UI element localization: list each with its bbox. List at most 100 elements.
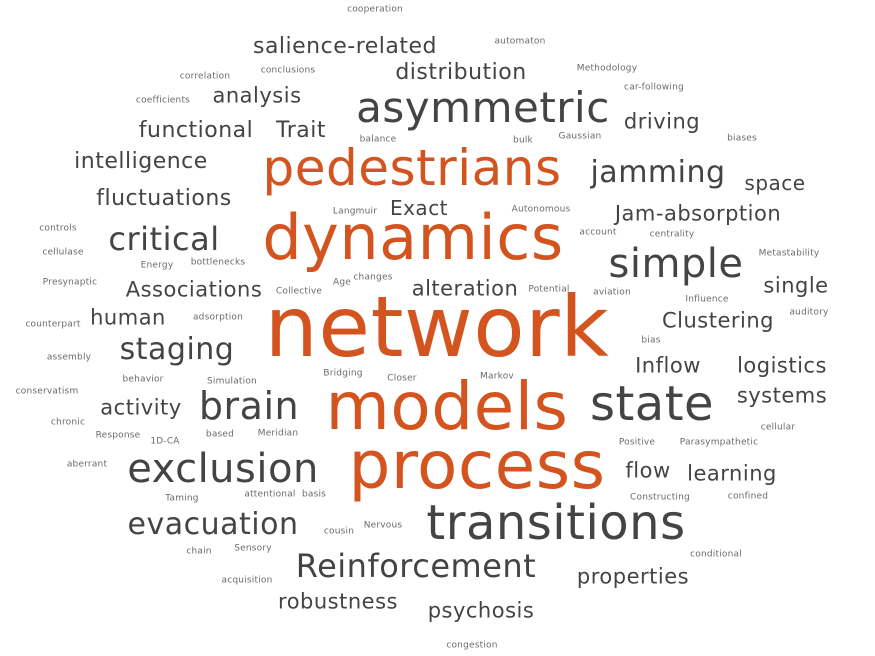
word-automaton: automaton — [494, 36, 546, 47]
word-robustness: robustness — [278, 589, 398, 614]
word-methodology: Methodology — [576, 63, 638, 74]
word-inflow: Inflow — [635, 353, 701, 378]
word-assembly: assembly — [46, 352, 92, 363]
word-response: Response — [95, 430, 141, 441]
word-positive: Positive — [618, 437, 656, 448]
word-constructing: Constructing — [630, 492, 690, 503]
word-attentional: attentional — [244, 489, 296, 500]
word-pedestrians: pedestrians — [262, 139, 562, 197]
word-biases: biases — [727, 133, 757, 144]
word-simple: simple — [608, 241, 744, 287]
word-acquisition: acquisition — [221, 575, 273, 586]
word-presynaptic: Presynaptic — [42, 277, 98, 288]
word-jamming: jamming — [590, 155, 726, 190]
word-metastability: Metastability — [758, 248, 820, 259]
word-cellular: cellular — [760, 422, 796, 433]
word-collective: Collective — [275, 286, 323, 297]
word-account: account — [579, 227, 617, 238]
word-congestion: congestion — [446, 640, 498, 651]
word-models: models — [325, 368, 569, 445]
word-nervous: Nervous — [363, 520, 403, 531]
word-process: process — [348, 427, 606, 504]
word-salience-related: salience-related — [252, 34, 438, 59]
word-exclusion: exclusion — [127, 446, 319, 492]
word-counterpart: counterpart — [25, 319, 81, 330]
word-jam-absorption: Jam-absorption — [614, 201, 782, 226]
word-cellulase: cellulase — [42, 247, 84, 258]
word-1d-ca: 1D-CA — [150, 436, 180, 447]
word-balance: balance — [359, 134, 397, 145]
word-gaussian: Gaussian — [558, 131, 602, 142]
word-alteration: alteration — [411, 276, 519, 301]
word-brain: brain — [198, 384, 300, 428]
word-simulation: Simulation — [207, 376, 257, 387]
word-psychosis: psychosis — [427, 598, 535, 623]
word-flow: flow — [625, 458, 671, 483]
word-based: based — [205, 429, 235, 440]
word-controls: controls — [39, 223, 77, 234]
word-bias: bias — [641, 335, 661, 346]
word-cooperation: cooperation — [347, 4, 403, 15]
word-properties: properties — [576, 564, 690, 589]
word-confined: confined — [727, 491, 769, 502]
word-basis: basis — [301, 489, 327, 500]
word-trait: Trait — [276, 118, 326, 143]
word-conditional: conditional — [690, 549, 742, 560]
word-parasympathetic: Parasympathetic — [679, 437, 759, 448]
word-aviation: aviation — [593, 287, 631, 298]
word-auditory: auditory — [789, 307, 829, 318]
word-adsorption: adsorption — [192, 312, 244, 323]
word-single: single — [763, 273, 829, 298]
word-chronic: chronic — [50, 417, 86, 428]
word-influence: Influence — [685, 294, 729, 305]
word-systems: systems — [736, 383, 828, 408]
word-functional: functional — [138, 118, 254, 143]
word-evacuation: evacuation — [127, 507, 299, 542]
word-langmuir: Langmuir — [332, 206, 378, 217]
word-reinforcement: Reinforcement — [295, 547, 537, 585]
word-logistics: logistics — [737, 353, 827, 378]
word-transitions: transitions — [426, 495, 686, 551]
word-network: network — [264, 278, 610, 376]
word-clustering: Clustering — [661, 308, 775, 333]
word-fluctuations: fluctuations — [96, 186, 232, 211]
word-behavior: behavior — [122, 374, 164, 385]
word-conclusions: conclusions — [260, 65, 316, 76]
word-correlation: correlation — [179, 71, 231, 82]
word-closer: Closer — [387, 373, 417, 384]
word-distribution: distribution — [395, 60, 527, 85]
word-autonomous: Autonomous — [511, 204, 571, 215]
word-taming: Taming — [165, 493, 199, 504]
word-analysis: analysis — [212, 83, 302, 108]
word-bridging: Bridging — [323, 368, 363, 379]
word-intelligence: intelligence — [74, 149, 208, 174]
word-asymmetric: asymmetric — [356, 83, 610, 132]
word-learning: learning — [687, 461, 777, 486]
word-sensory: Sensory — [234, 543, 272, 554]
word-space: space — [744, 171, 806, 195]
word-bulk: bulk — [513, 135, 533, 146]
word-meridian: Meridian — [257, 428, 299, 439]
word-coefficients: coefficients — [135, 95, 191, 106]
word-energy: Energy — [140, 260, 174, 271]
word-age: Age — [332, 277, 352, 288]
word-car-following: car-following — [624, 82, 684, 93]
word-exact: Exact — [389, 196, 449, 220]
word-driving: driving — [623, 109, 701, 134]
word-centrality: centrality — [649, 229, 695, 240]
word-state: state — [589, 376, 715, 432]
word-conservatism: conservatism — [15, 386, 79, 397]
word-chain: chain — [186, 546, 212, 557]
word-aberrant: aberrant — [66, 459, 108, 470]
word-associations: Associations — [125, 277, 263, 302]
word-activity: activity — [100, 395, 182, 420]
word-potential: Potential — [528, 284, 570, 295]
word-bottlenecks: bottlenecks — [190, 257, 246, 268]
word-dynamics: dynamics — [262, 201, 564, 274]
word-changes: changes — [353, 272, 393, 283]
word-markov: Markov — [480, 371, 514, 382]
word-human: human — [90, 305, 166, 330]
word-critical: critical — [108, 220, 220, 258]
word-cousin: cousin — [323, 526, 355, 537]
